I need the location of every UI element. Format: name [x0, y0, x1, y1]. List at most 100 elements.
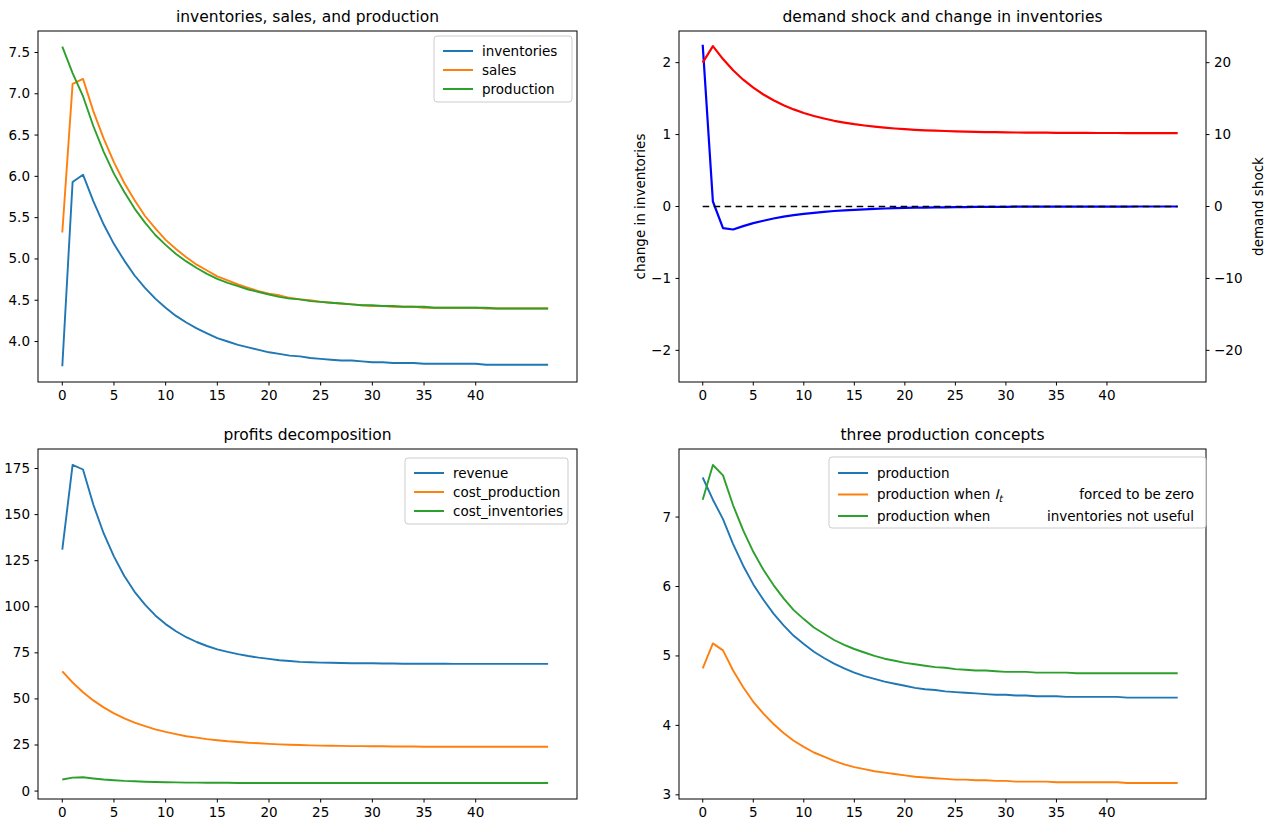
y-tick-label: 3: [662, 786, 671, 802]
y-tick-label: 1: [662, 126, 671, 142]
y-tick-label: 150: [4, 506, 30, 522]
chart-panel-1-inventories-sales-and-production: inventories, sales, and production051015…: [9, 8, 577, 403]
x-tick-label: 20: [896, 804, 913, 820]
right-y-axis-label: demand shock: [1250, 157, 1266, 256]
legend-label: production when It: [877, 486, 1004, 504]
legend-label: sales: [482, 62, 516, 78]
y-tick-label: 5.5: [9, 209, 30, 225]
right-y-tick-label: 20: [1214, 54, 1231, 70]
legend-label: revenue: [453, 465, 508, 481]
y-tick-label: 75: [13, 644, 30, 660]
x-axis-ticks: 0510152025303540: [698, 382, 1115, 403]
y-tick-label: 175: [4, 460, 30, 476]
right-y-tick-label: −10: [1214, 270, 1243, 286]
x-tick-label: 20: [260, 387, 277, 403]
x-tick-label: 0: [58, 387, 67, 403]
y-tick-label: −1: [651, 270, 671, 286]
chart-panel-2-demand-shock-and-change-in-inventories: demand shock and change in inventories 0 5…: [632, 8, 1266, 403]
y-axis-ticks: 0255075100125150175: [4, 460, 38, 799]
y-tick-label: 50: [13, 690, 30, 706]
right-y-tick-label: 0: [1214, 198, 1223, 214]
charts-canvas: inventories, sales, and production051015…: [0, 0, 1277, 834]
x-tick-label: 35: [415, 804, 432, 820]
line-inventories: [62, 175, 548, 367]
y-tick-label: 2: [662, 54, 671, 70]
legend-label: inventories: [482, 43, 557, 59]
legend-label: production when: [877, 508, 990, 524]
y-tick-label: 4.0: [9, 333, 30, 349]
x-tick-label: 25: [312, 804, 329, 820]
x-tick-label: 5: [110, 804, 119, 820]
legend: revenue cost_production cost_inventories: [405, 458, 568, 524]
y-tick-label: −2: [651, 342, 671, 358]
right-y-tick-label: 10: [1214, 126, 1231, 142]
x-tick-label: 0: [698, 387, 707, 403]
x-tick-label: 15: [846, 387, 863, 403]
x-tick-label: 15: [209, 804, 226, 820]
x-tick-label: 40: [1098, 804, 1115, 820]
chart-title: profits decomposition: [223, 426, 391, 444]
x-tick-label: 30: [997, 387, 1014, 403]
line-demand-shock: [703, 46, 1178, 133]
x-tick-label: 30: [364, 387, 381, 403]
y-tick-label: 0: [662, 198, 671, 214]
legend: inventories sales production: [434, 36, 572, 102]
x-tick-label: 10: [157, 804, 174, 820]
y-tick-label: 4: [662, 717, 671, 733]
x-tick-label: 35: [1048, 387, 1065, 403]
x-tick-label: 30: [997, 804, 1014, 820]
line-sales: [62, 79, 548, 309]
chart-title: demand shock and change in inventories: [783, 8, 1103, 26]
line-change-in-inventories: [703, 45, 1178, 230]
y-tick-label: 6.5: [9, 127, 30, 143]
x-axis-ticks: 0 5 10 15 20 25 30 35 40: [58, 799, 484, 820]
left-y-axis-label: change in inventories: [632, 134, 648, 280]
x-tick-label: 40: [1098, 387, 1115, 403]
x-tick-label: 10: [795, 387, 812, 403]
legend-label: cost_production: [453, 484, 560, 500]
x-tick-label: 5: [749, 387, 758, 403]
y-tick-label: 100: [4, 598, 30, 614]
x-tick-label: 35: [415, 387, 432, 403]
y-axis-ticks: 2 1 0 −1 −2: [651, 54, 679, 358]
x-tick-label: 0: [698, 804, 707, 820]
y-axis-ticks: 4.0 4.5 5.0 5.5 6.0 6.5 7.0 7.5: [9, 44, 38, 349]
x-tick-label: 25: [312, 387, 329, 403]
y-tick-label: 5: [662, 647, 671, 663]
y-tick-label: 6: [662, 578, 671, 594]
x-tick-label: 15: [846, 804, 863, 820]
chart-panel-4-three-production-concepts: three production concepts051015202530354…: [662, 426, 1206, 820]
legend: production production when It forced to be…: [829, 457, 1206, 528]
y-tick-label: 4.5: [9, 292, 30, 308]
right-y-axis-ticks: 20 10 0 −10 −20: [1206, 54, 1243, 358]
legend-label-right: forced to be zero: [1079, 486, 1194, 502]
x-tick-label: 30: [364, 804, 381, 820]
x-tick-label: 10: [157, 387, 174, 403]
legend-label: production: [877, 465, 950, 481]
x-tick-label: 20: [896, 387, 913, 403]
y-tick-label: 7.5: [9, 44, 30, 60]
x-tick-label: 40: [467, 804, 484, 820]
x-tick-label: 0: [58, 804, 67, 820]
y-tick-label: 6.0: [9, 168, 30, 184]
x-tick-label: 5: [110, 387, 119, 403]
chart-panel-3-profits-decomposition: profits decomposition 0 5 10 15 20 25 30 35 400 25…: [4, 426, 577, 820]
legend-label-right: inventories not useful: [1047, 508, 1194, 524]
x-axis-ticks: 0510152025303540: [698, 799, 1115, 820]
line-production-when-it-forced-to-be-zero: [703, 643, 1178, 783]
y-tick-label: 5.0: [9, 250, 30, 266]
right-y-tick-label: −20: [1214, 342, 1243, 358]
x-tick-label: 5: [749, 804, 758, 820]
y-tick-label: 7.0: [9, 85, 30, 101]
legend-label: cost_inventories: [453, 503, 563, 519]
line-cost-inventories: [62, 777, 548, 783]
x-tick-label: 35: [1048, 804, 1065, 820]
line-cost-production: [62, 671, 548, 747]
legend-label: production: [482, 81, 555, 97]
y-tick-label: 125: [4, 552, 30, 568]
x-tick-label: 20: [260, 804, 277, 820]
y-tick-label: 7: [662, 509, 671, 525]
chart-title: inventories, sales, and production: [176, 8, 439, 26]
x-tick-label: 40: [467, 387, 484, 403]
x-tick-label: 10: [795, 804, 812, 820]
